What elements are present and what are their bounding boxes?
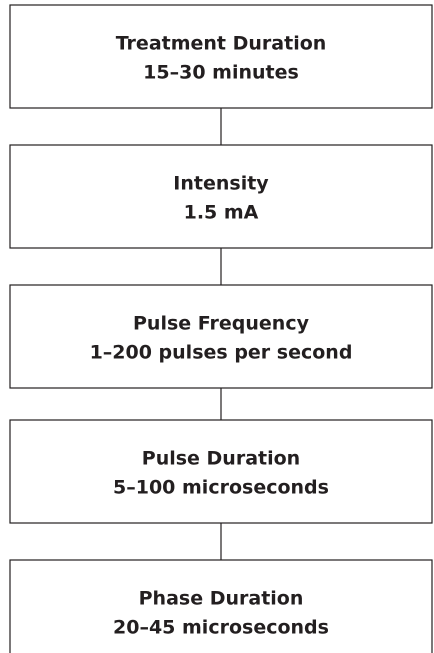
node-detail: 20–45 microseconds [113,617,329,639]
node-title: Phase Duration [139,588,304,610]
node-detail: 1.5 mA [184,202,259,224]
node-title: Pulse Frequency [133,313,310,335]
node-box [9,144,433,249]
node-box [9,4,433,109]
node-title: Treatment Duration [116,33,327,55]
node-box [9,419,433,524]
node-title: Intensity [173,173,269,195]
node-detail: 5–100 microseconds [113,477,329,499]
node-box [9,284,433,389]
node-title: Pulse Duration [142,448,300,470]
node-detail: 1–200 pulses per second [90,342,353,364]
node-box [9,559,433,653]
node-detail: 15–30 minutes [143,62,299,84]
